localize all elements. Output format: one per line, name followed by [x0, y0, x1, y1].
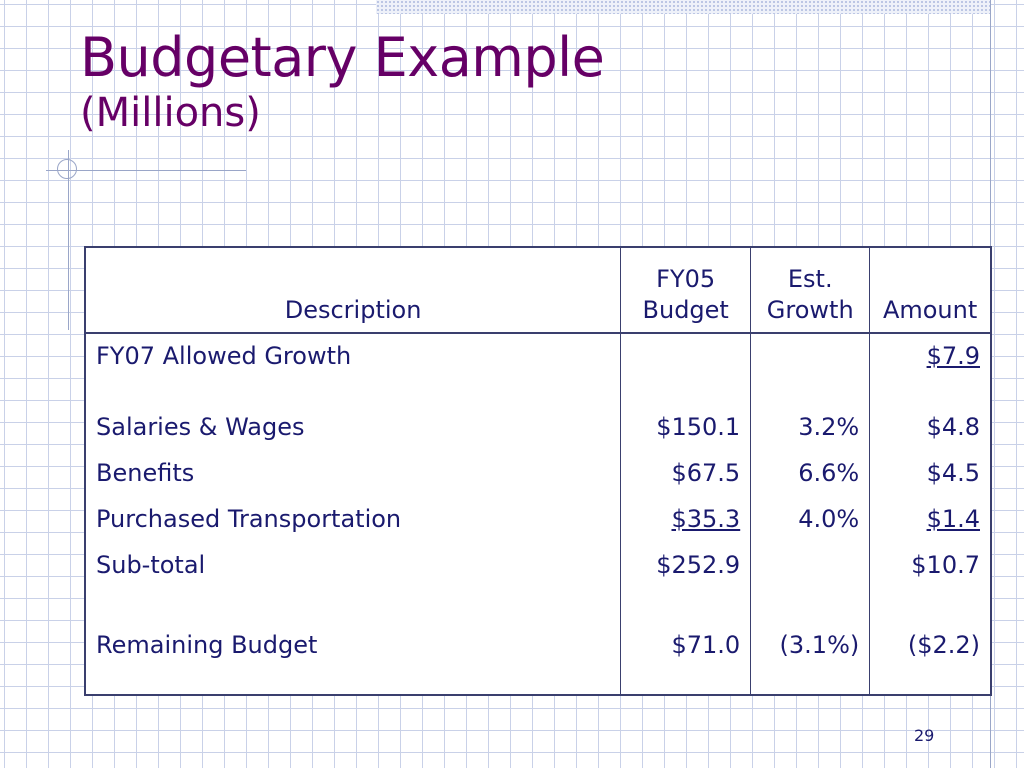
budget-table: Description FY05 Budget Est. Growth Amou…: [84, 246, 992, 696]
table-row: Salaries & Wages $150.1 3.2% $4.8: [84, 405, 992, 452]
page-number: 29: [914, 726, 935, 745]
row-budget: $150.1: [620, 405, 752, 452]
row-growth: 3.2%: [750, 405, 871, 452]
row-amount: $1.4: [869, 497, 992, 544]
table-row: Benefits $67.5 6.6% $4.5: [84, 451, 992, 498]
row-description: Remaining Budget: [84, 614, 622, 695]
header-amount: Amount: [869, 247, 992, 334]
decorative-left-line: [68, 150, 69, 330]
row-budget: $252.9: [620, 543, 752, 615]
table-row: Remaining Budget $71.0 (3.1%) ($2.2): [84, 614, 992, 695]
row-amount: $7.9: [869, 333, 992, 406]
row-description: FY07 Allowed Growth: [84, 333, 622, 406]
table-row: FY07 Allowed Growth $7.9: [84, 333, 992, 406]
row-description: Salaries & Wages: [84, 405, 622, 452]
row-budget: $67.5: [620, 451, 752, 498]
row-growth: [750, 543, 871, 615]
header-description: Description: [84, 247, 622, 334]
row-budget: $71.0: [620, 614, 752, 695]
row-amount: $4.8: [869, 405, 992, 452]
crosshair-icon: [57, 159, 77, 179]
row-amount: $10.7: [869, 543, 992, 615]
slide-title: Budgetary Example: [80, 26, 605, 89]
row-description: Purchased Transportation: [84, 497, 622, 544]
table-row: Sub-total $252.9 $10.7: [84, 543, 992, 615]
row-growth: [750, 333, 871, 406]
slide-subtitle: (Millions): [80, 90, 261, 137]
row-growth: (3.1%): [750, 614, 871, 695]
table-row: Purchased Transportation $35.3 4.0% $1.4: [84, 497, 992, 544]
row-budget: $35.3: [620, 497, 752, 544]
table-header-row: Description FY05 Budget Est. Growth Amou…: [84, 247, 992, 334]
header-est-growth: Est. Growth: [750, 247, 871, 334]
slide-title-block: Budgetary Example (Millions): [80, 26, 605, 137]
decorative-title-underline: [46, 170, 246, 171]
row-growth: 6.6%: [750, 451, 871, 498]
row-amount: ($2.2): [869, 614, 992, 695]
row-budget: [620, 333, 752, 406]
row-description: Benefits: [84, 451, 622, 498]
row-description: Sub-total: [84, 543, 622, 615]
header-fy05-budget: FY05 Budget: [620, 247, 752, 334]
row-growth: 4.0%: [750, 497, 871, 544]
decorative-top-band: [376, 0, 990, 14]
row-amount: $4.5: [869, 451, 992, 498]
